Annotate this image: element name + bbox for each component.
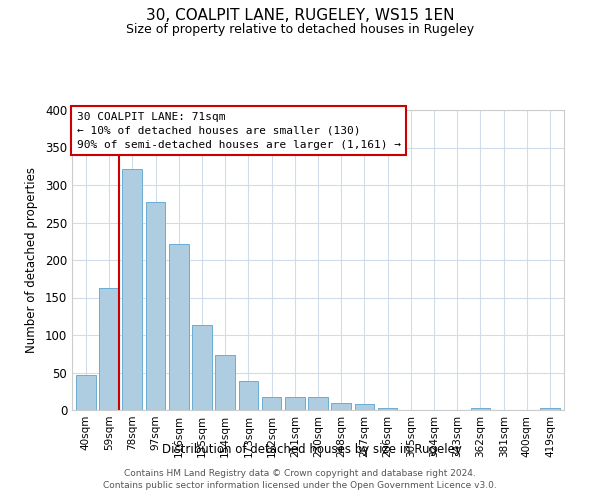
Text: Size of property relative to detached houses in Rugeley: Size of property relative to detached ho… [126, 22, 474, 36]
Bar [331, 402, 351, 410]
Bar [76, 375, 96, 410]
Bar [355, 404, 374, 410]
Text: Distribution of detached houses by size in Rugeley: Distribution of detached houses by size … [162, 442, 462, 456]
Bar [215, 355, 235, 410]
Bar [540, 408, 560, 410]
Bar [285, 396, 305, 410]
Bar [470, 408, 490, 410]
Bar [169, 244, 188, 410]
Bar [262, 396, 281, 410]
Bar [146, 202, 166, 410]
Text: 30, COALPIT LANE, RUGELEY, WS15 1EN: 30, COALPIT LANE, RUGELEY, WS15 1EN [146, 8, 454, 22]
Bar [308, 397, 328, 410]
Bar [192, 324, 212, 410]
Bar [378, 408, 397, 410]
Text: Contains HM Land Registry data © Crown copyright and database right 2024.: Contains HM Land Registry data © Crown c… [124, 468, 476, 477]
Y-axis label: Number of detached properties: Number of detached properties [25, 167, 38, 353]
Bar [122, 169, 142, 410]
Bar [239, 381, 258, 410]
Text: 30 COALPIT LANE: 71sqm
← 10% of detached houses are smaller (130)
90% of semi-de: 30 COALPIT LANE: 71sqm ← 10% of detached… [77, 112, 401, 150]
Text: Contains public sector information licensed under the Open Government Licence v3: Contains public sector information licen… [103, 481, 497, 490]
Bar [99, 288, 119, 410]
